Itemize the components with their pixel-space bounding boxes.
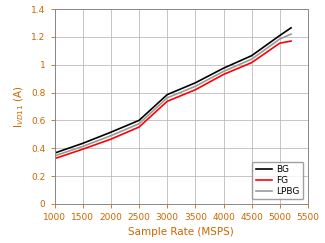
Line: LPBG: LPBG <box>55 34 291 156</box>
FG <box>109 138 113 141</box>
BG <box>53 152 57 155</box>
FG <box>81 148 85 151</box>
LPBG <box>109 134 113 137</box>
LPBG <box>193 85 197 88</box>
FG <box>137 126 141 129</box>
Line: BG: BG <box>55 28 291 153</box>
BG <box>278 34 282 37</box>
BG <box>193 81 197 84</box>
Y-axis label: I$_{VD11}$ (A): I$_{VD11}$ (A) <box>12 85 26 128</box>
BG <box>81 142 85 145</box>
FG <box>289 40 293 43</box>
Legend: BG, FG, LPBG: BG, FG, LPBG <box>252 162 304 199</box>
Line: FG: FG <box>55 41 291 159</box>
LPBG <box>165 96 169 99</box>
FG <box>193 88 197 91</box>
FG <box>53 157 57 160</box>
BG <box>222 67 226 70</box>
FG <box>165 100 169 103</box>
BG <box>109 131 113 134</box>
X-axis label: Sample Rate (MSPS): Sample Rate (MSPS) <box>128 227 234 237</box>
BG <box>289 26 293 29</box>
FG <box>222 73 226 76</box>
BG <box>137 119 141 122</box>
LPBG <box>289 33 293 35</box>
LPBG <box>81 145 85 148</box>
BG <box>165 93 169 96</box>
LPBG <box>53 154 57 157</box>
FG <box>250 61 254 64</box>
BG <box>250 54 254 57</box>
FG <box>278 42 282 45</box>
LPBG <box>222 70 226 73</box>
LPBG <box>250 58 254 61</box>
LPBG <box>278 37 282 40</box>
LPBG <box>137 122 141 125</box>
